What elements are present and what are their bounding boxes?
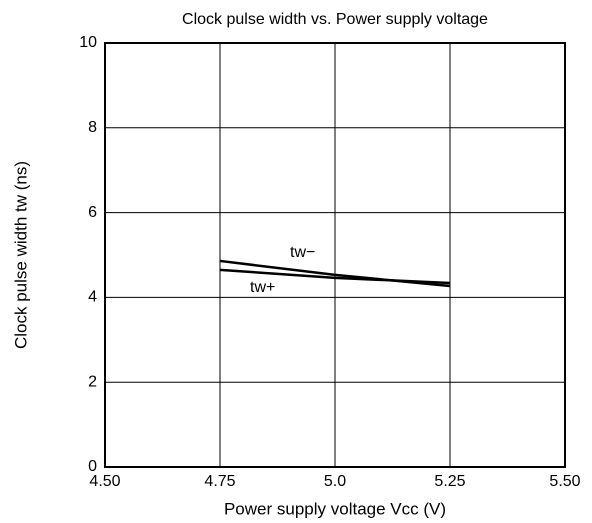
x-tick-label: 5.25 bbox=[434, 473, 465, 490]
x-tick-label: 4.75 bbox=[204, 473, 235, 490]
x-tick-label: 4.50 bbox=[89, 473, 120, 490]
x-tick-label: 5.50 bbox=[549, 473, 580, 490]
y-tick-label: 2 bbox=[88, 373, 97, 390]
x-tick-label: 5.0 bbox=[324, 473, 346, 490]
y-tick-label: 10 bbox=[79, 34, 97, 51]
y-tick-label: 4 bbox=[88, 289, 97, 306]
y-tick-label: 8 bbox=[88, 119, 97, 136]
series-line bbox=[219, 268, 451, 285]
series-label: tw− bbox=[290, 244, 315, 261]
y-tick-label: 6 bbox=[88, 204, 97, 221]
x-axis-label: Power supply voltage Vcc (V) bbox=[224, 499, 446, 518]
chart-title: Clock pulse width vs. Power supply volta… bbox=[182, 11, 488, 28]
y-tick-label: 0 bbox=[88, 458, 97, 475]
series-label: tw+ bbox=[250, 279, 275, 296]
y-axis-label: Clock pulse width tw (ns) bbox=[11, 161, 30, 349]
